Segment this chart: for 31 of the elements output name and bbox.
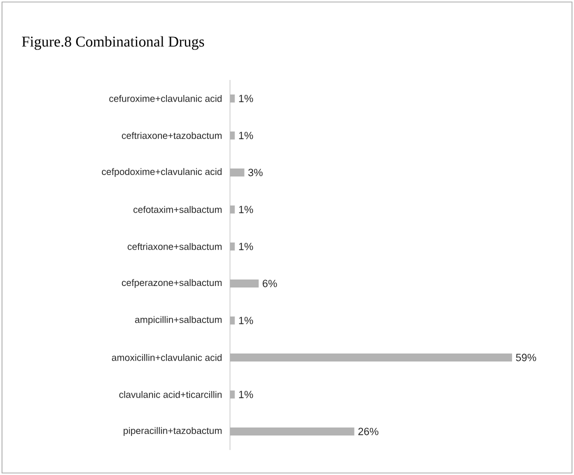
- data-label: 1%: [239, 390, 254, 398]
- data-label: 1%: [239, 242, 254, 250]
- y-tick-label: amoxicillin+clavulanic acid: [112, 354, 222, 361]
- chart-title: Figure.8 Combinational Drugs: [22, 36, 204, 50]
- y-tick-label: cefuroxime+clavulanic acid: [109, 95, 222, 102]
- data-label: 1%: [239, 94, 254, 102]
- bar: [230, 316, 235, 324]
- y-tick-label: cefotaxim+salbactum: [133, 206, 222, 213]
- y-tick-label: cefpodoxime+clavulanic acid: [102, 168, 222, 177]
- data-label: 1%: [239, 316, 254, 324]
- bar: [230, 168, 244, 176]
- bar: [230, 353, 512, 362]
- y-tick-label: clavulanic acid+ticarcillin: [119, 391, 222, 398]
- bar: [230, 242, 235, 250]
- bar: [230, 205, 235, 214]
- y-tick-label: piperacillin+tazobactum: [124, 427, 222, 436]
- data-label: 26%: [358, 428, 378, 436]
- bar: [230, 427, 354, 436]
- data-label: 3%: [248, 168, 263, 176]
- y-tick-label: ceftriaxone+salbactum: [128, 243, 222, 250]
- bar: [230, 131, 235, 140]
- bar: [230, 390, 235, 398]
- y-tick-label: cefperazone+salbactum: [122, 279, 222, 288]
- y-tick-label: ceftriaxone+tazobactum: [122, 132, 222, 139]
- data-label: 59%: [516, 354, 536, 362]
- bar: [230, 279, 259, 288]
- data-label: 1%: [239, 206, 254, 214]
- bar: [230, 94, 235, 102]
- y-tick-label: ampicillin+salbactum: [135, 316, 222, 325]
- data-label: 6%: [262, 280, 277, 288]
- data-label: 1%: [239, 132, 254, 140]
